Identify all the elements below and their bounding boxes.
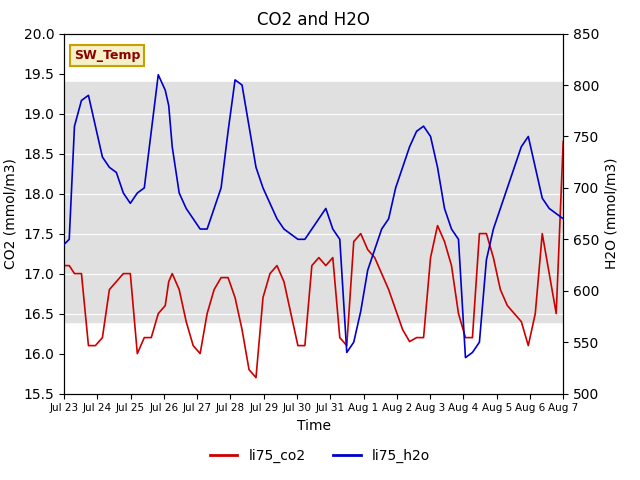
Legend: li75_co2, li75_h2o: li75_co2, li75_h2o [204, 443, 436, 468]
Title: CO2 and H2O: CO2 and H2O [257, 11, 370, 29]
Y-axis label: CO2 (mmol/m3): CO2 (mmol/m3) [4, 158, 18, 269]
Y-axis label: H2O (mmol/m3): H2O (mmol/m3) [605, 158, 619, 269]
Text: SW_Temp: SW_Temp [74, 49, 140, 62]
Bar [64, 82, 563, 322]
X-axis label: Time: Time [296, 419, 331, 433]
